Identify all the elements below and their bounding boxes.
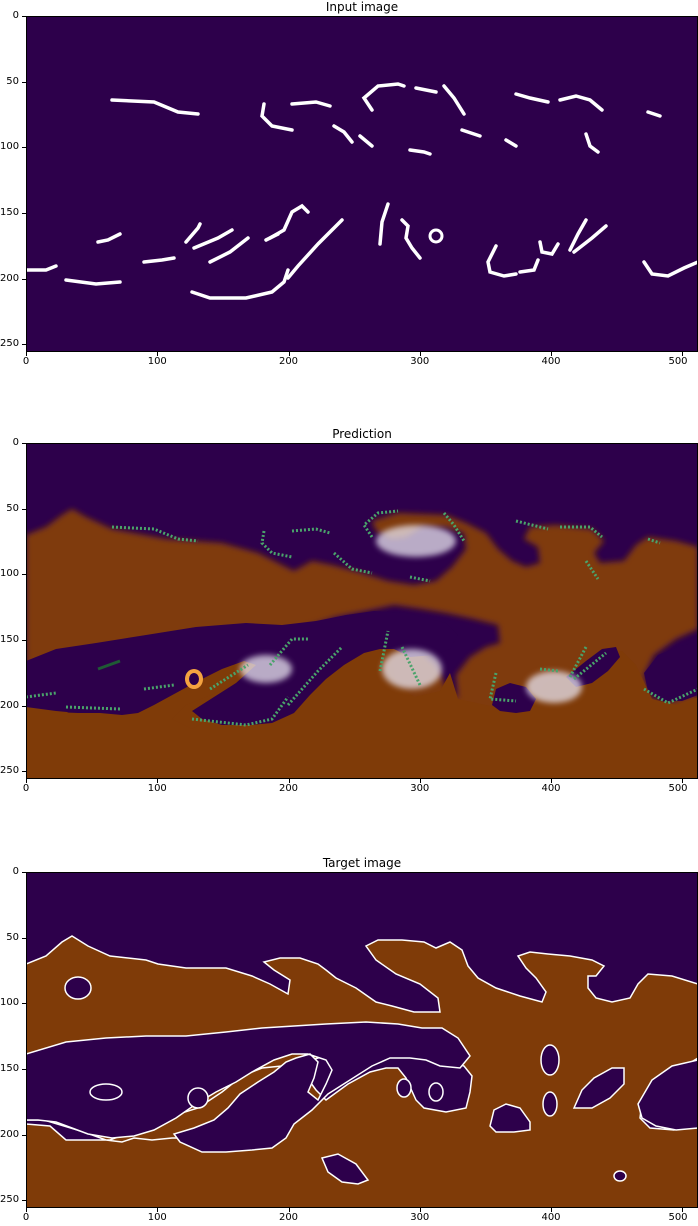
x-tick-label: 100	[147, 783, 167, 794]
y-tick-mark	[22, 771, 26, 773]
y-tick-mark	[22, 212, 26, 214]
x-tick-mark	[157, 1208, 159, 1212]
y-tick-mark	[22, 705, 26, 707]
x-tick-label: 100	[147, 1212, 167, 1223]
y-tick-mark	[22, 344, 26, 346]
x-tick-mark	[682, 1208, 684, 1212]
x-tick-label: 0	[22, 783, 30, 794]
x-tick-mark	[419, 1208, 421, 1212]
y-tick-mark	[22, 508, 26, 510]
x-tick-label: 500	[668, 356, 688, 367]
y-tick-label: 200	[0, 272, 20, 284]
prediction-dark-seed	[97, 659, 121, 671]
x-tick-label: 400	[541, 783, 561, 794]
y-tick-label: 50	[6, 75, 19, 87]
y-tick-mark	[22, 872, 26, 873]
x-tick-label: 300	[410, 356, 430, 367]
prediction-dark-blobs	[26, 611, 698, 725]
x-tick-mark	[26, 1208, 27, 1212]
y-tick-mark	[22, 639, 26, 641]
y-tick-label: 50	[6, 931, 19, 943]
x-tick-label: 200	[278, 1212, 299, 1223]
prediction-small-blob-core	[189, 673, 199, 685]
x-tick-mark	[157, 779, 159, 783]
y-tick-mark	[22, 278, 26, 280]
y-tick-label: 0	[12, 10, 19, 21]
target-image-panel: Target image	[0, 856, 698, 1216]
y-tick-label: 200	[0, 1128, 20, 1140]
y-tick-mark	[22, 1003, 26, 1005]
prediction-canvas	[26, 443, 698, 779]
x-tick-mark	[419, 779, 421, 783]
y-tick-label: 250	[0, 338, 20, 350]
x-tick-mark	[551, 352, 552, 356]
x-tick-mark	[288, 1208, 290, 1212]
prediction-panel: Prediction	[0, 427, 698, 787]
x-tick-mark	[288, 779, 290, 783]
x-tick-mark	[419, 352, 421, 356]
y-tick-mark	[22, 1134, 26, 1136]
input-strokes	[26, 82, 698, 300]
y-tick-mark	[22, 937, 26, 939]
y-tick-label: 250	[0, 765, 20, 777]
x-tick-mark	[682, 779, 684, 783]
y-tick-mark	[22, 147, 26, 149]
prediction-seed-markers	[26, 509, 698, 727]
y-tick-label: 100	[0, 141, 20, 153]
y-tick-mark	[22, 1068, 26, 1070]
x-tick-label: 300	[410, 1212, 430, 1223]
y-tick-mark	[22, 16, 26, 17]
x-tick-label: 300	[410, 783, 430, 794]
target-image-canvas	[26, 872, 698, 1208]
y-tick-label: 0	[12, 437, 19, 448]
y-tick-label: 250	[0, 1194, 20, 1206]
x-tick-label: 0	[22, 356, 30, 367]
input-image-canvas	[26, 16, 698, 352]
x-tick-mark	[551, 779, 552, 783]
input-image-panel: Input image	[0, 0, 698, 360]
panel-title-target: Target image	[322, 856, 402, 870]
x-tick-mark	[682, 352, 684, 356]
input-image-plot	[26, 16, 698, 352]
x-tick-label: 500	[668, 783, 688, 794]
panel-title-prediction: Prediction	[332, 427, 392, 441]
x-tick-mark	[288, 352, 290, 356]
x-tick-label: 400	[541, 1212, 561, 1223]
target-dark-regions	[26, 976, 698, 1185]
prediction-plot	[26, 443, 698, 779]
panel-title-input: Input image	[325, 0, 399, 14]
prediction-uncertainty-glow	[240, 525, 582, 703]
x-tick-mark	[26, 779, 27, 783]
x-tick-label: 100	[147, 356, 167, 367]
x-tick-mark	[26, 352, 27, 356]
x-tick-label: 400	[541, 356, 561, 367]
y-tick-mark	[22, 1200, 26, 1202]
x-tick-label: 200	[278, 356, 299, 367]
y-tick-label: 150	[0, 633, 20, 645]
x-tick-mark	[551, 1208, 552, 1212]
x-tick-label: 500	[668, 1212, 688, 1223]
y-tick-label: 200	[0, 699, 20, 711]
y-tick-label: 150	[0, 206, 20, 218]
target-image-plot	[26, 872, 698, 1208]
y-tick-mark	[22, 81, 26, 83]
y-tick-label: 100	[0, 568, 20, 580]
x-tick-label: 0	[22, 1212, 30, 1223]
y-tick-label: 50	[6, 502, 19, 514]
y-tick-mark	[22, 574, 26, 576]
y-tick-label: 100	[0, 997, 20, 1009]
y-tick-mark	[22, 443, 26, 444]
x-tick-mark	[157, 352, 159, 356]
y-tick-label: 150	[0, 1062, 20, 1074]
y-tick-label: 0	[12, 866, 19, 877]
x-tick-label: 200	[278, 783, 299, 794]
